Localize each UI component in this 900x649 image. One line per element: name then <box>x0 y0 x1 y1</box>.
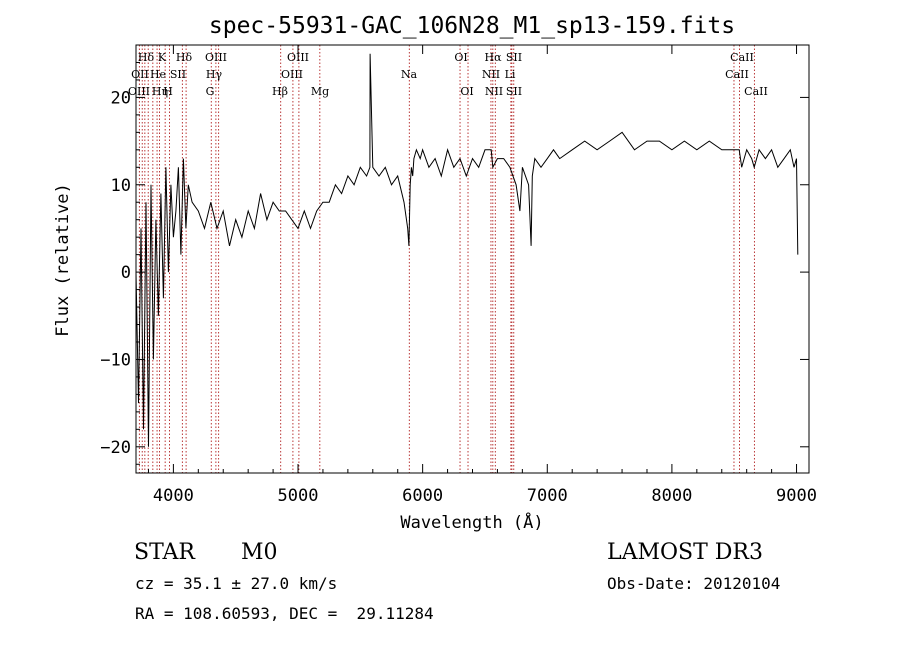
x-axis-label: Wavelength (Å) <box>400 511 543 533</box>
x-tick-label: 8000 <box>651 486 692 506</box>
line-label: OI <box>454 51 467 64</box>
line-label: Hγ <box>206 68 223 81</box>
line-label: Hβ <box>272 85 288 98</box>
line-label: G <box>206 85 215 98</box>
line-label: OIII <box>205 51 227 64</box>
line-label: CaII <box>730 51 754 64</box>
class-label: STAR <box>134 540 195 565</box>
line-label: Na <box>401 68 418 81</box>
line-label: Hδ <box>138 51 155 64</box>
spectrum-line <box>135 53 799 447</box>
x-tick-label: 9000 <box>776 486 817 506</box>
y-tick-label: −20 <box>100 438 131 458</box>
y-tick-label: 20 <box>111 88 131 108</box>
line-label: CaII <box>725 68 749 81</box>
line-label: Hδ <box>176 51 193 64</box>
line-label: OII <box>131 68 149 81</box>
line-label: Hη <box>152 85 168 98</box>
line-label: OIII <box>287 51 309 64</box>
coordinates-text: RA = 108.60593, DEC = 29.11284 <box>135 604 434 623</box>
y-tick-label: −10 <box>100 350 131 370</box>
y-axis: 20 10 0 −10 −20 <box>100 61 809 465</box>
line-label: H <box>163 85 173 98</box>
y-axis-label: Flux (relative) <box>53 183 73 337</box>
line-label: OIII <box>281 68 303 81</box>
x-tick-label: 4000 <box>153 486 194 506</box>
line-label: He <box>150 68 166 81</box>
x-tick-label: 5000 <box>278 486 319 506</box>
x-tick-label: 6000 <box>402 486 443 506</box>
subclass-label: M0 <box>241 540 278 565</box>
plot-frame <box>135 44 810 474</box>
line-label: Mg <box>311 85 329 98</box>
line-label: CaII <box>744 85 768 98</box>
survey-label: LAMOST DR3 <box>607 540 763 565</box>
line-label: OIII <box>128 85 150 98</box>
line-label: SII <box>506 85 522 98</box>
y-tick-label: 10 <box>111 176 131 196</box>
obs-date-text: Obs-Date: 20120104 <box>607 574 781 593</box>
x-axis: 4000 5000 6000 7000 8000 9000 <box>147 45 817 506</box>
emission-line-markers <box>138 45 755 473</box>
y-tick-label: 0 <box>121 263 131 283</box>
redshift-text: cz = 35.1 ± 27.0 km/s <box>135 574 338 593</box>
line-label: NII <box>482 68 500 81</box>
line-label: OI <box>460 85 473 98</box>
chart-title: spec-55931-GAC_106N28_M1_sp13-159.fits <box>209 13 735 39</box>
line-label: SII <box>170 68 186 81</box>
x-tick-label: 7000 <box>527 486 568 506</box>
line-label: SII <box>506 51 522 64</box>
line-label: NII <box>485 85 503 98</box>
line-label: K <box>158 51 167 64</box>
line-label: Hα <box>484 51 502 64</box>
line-label: Li <box>505 68 516 81</box>
